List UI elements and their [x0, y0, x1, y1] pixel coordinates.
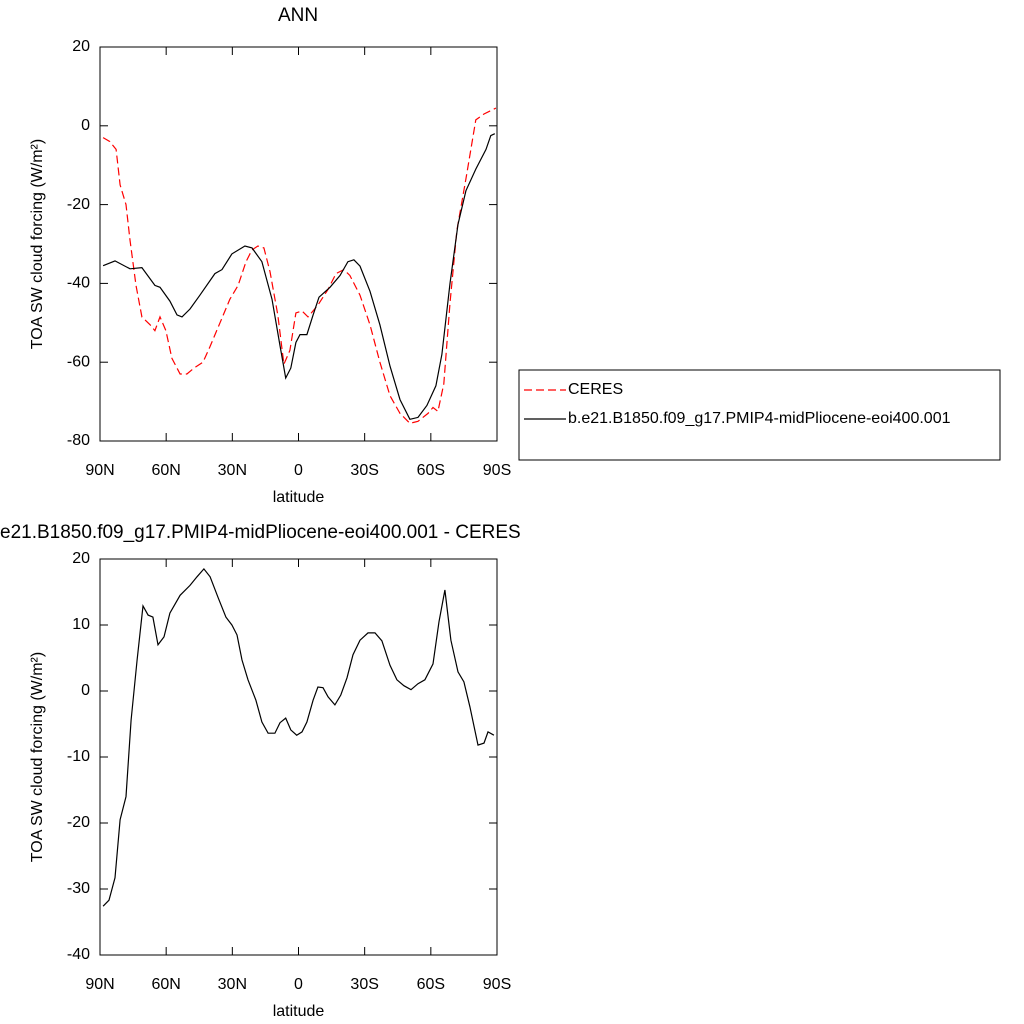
x-tick-label: 90N [85, 976, 114, 993]
y-tick-label: -80 [67, 432, 90, 449]
y-tick-label: -40 [67, 946, 90, 963]
plot-frame [99, 46, 498, 442]
x-tick-label: 30S [350, 462, 378, 479]
x-tick-label: 60S [417, 976, 445, 993]
y-axis-label: TOA SW cloud forcing (W/m²) [29, 139, 46, 349]
y-tick-label: 0 [81, 117, 90, 134]
y-tick-label: -40 [67, 275, 90, 292]
x-tick-label: 90S [483, 976, 511, 993]
y-tick-label: -60 [67, 353, 90, 370]
x-tick-label: 0 [294, 462, 303, 479]
y-tick-label: -30 [67, 880, 90, 897]
plot-frame [99, 558, 498, 956]
y-tick-label: 20 [72, 550, 90, 567]
y-tick-label: 20 [72, 38, 90, 55]
x-tick-label: 30S [350, 976, 378, 993]
x-tick-label: 60N [151, 976, 180, 993]
legend-label: CERES [568, 381, 623, 398]
data-line [102, 567, 495, 907]
x-tick-label: 30N [218, 976, 247, 993]
legend-box [518, 369, 1001, 461]
x-tick-label: 90N [85, 462, 114, 479]
x-axis-label: latitude [273, 489, 325, 506]
x-tick-label: 60S [417, 462, 445, 479]
y-tick-label: -20 [67, 196, 90, 213]
chart-title: ANN [278, 5, 318, 26]
x-tick-label: 0 [294, 976, 303, 993]
y-tick-label: 0 [81, 682, 90, 699]
y-tick-label: 10 [72, 616, 90, 633]
x-tick-label: 60N [151, 462, 180, 479]
y-tick-label: -10 [67, 748, 90, 765]
x-axis-label: latitude [273, 1003, 325, 1020]
x-tick-label: 30N [218, 462, 247, 479]
legend-label: b.e21.B1850.f09_g17.PMIP4-midPliocene-eo… [568, 410, 951, 427]
chart-title: e21.B1850.f09_g17.PMIP4-midPliocene-eoi4… [0, 522, 521, 543]
y-tick-label: -20 [67, 814, 90, 831]
y-axis-label: TOA SW cloud forcing (W/m²) [29, 652, 46, 862]
x-tick-label: 90S [483, 462, 511, 479]
data-line [102, 107, 497, 424]
data-line [102, 133, 496, 420]
